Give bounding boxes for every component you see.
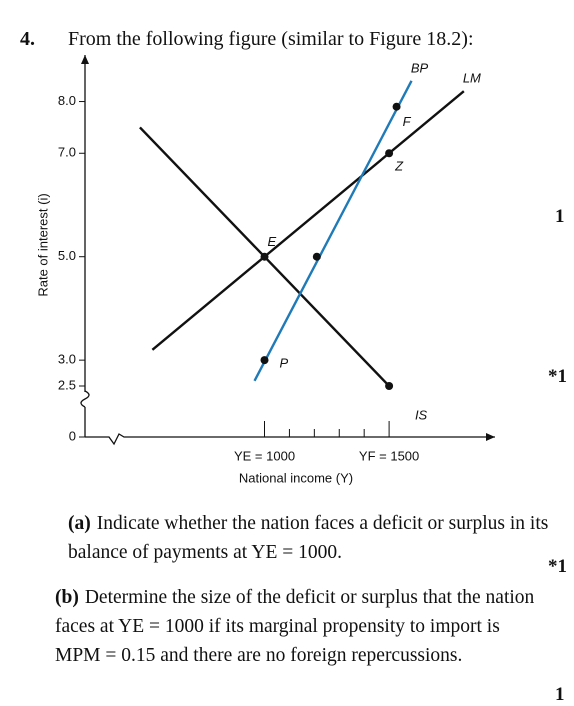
margin-mark: 1 [555, 684, 565, 705]
y-tick-label: 0 [69, 428, 76, 443]
part-text: Determine the size of the deficit or sur… [55, 587, 535, 666]
curve-label: LM [463, 71, 481, 86]
point-label: Z [394, 159, 404, 174]
y-tick-label: 3.0 [58, 352, 76, 367]
curve-label: BP [411, 60, 429, 75]
curve [253, 80, 413, 382]
x-axis-title: National income (Y) [239, 470, 353, 485]
x-axis-arrow [486, 433, 495, 441]
curve [151, 90, 465, 351]
part-b: (b) Determine the size of the deficit or … [55, 583, 541, 670]
part-label: (b) [55, 587, 79, 608]
y-axis-title: Rate of interest (i) [35, 193, 50, 296]
y-axis-break [80, 390, 90, 408]
point [260, 252, 269, 261]
point [312, 252, 321, 261]
part-a: (a) Indicate whether the nation faces a d… [68, 509, 554, 567]
y-tick-label: 7.0 [58, 145, 76, 160]
curve-label: IS [415, 407, 428, 422]
point [260, 356, 269, 365]
problem-number: 4. [20, 28, 35, 50]
problem-intro: From the following figure (similar to Fi… [68, 28, 474, 50]
point [385, 149, 394, 158]
margin-mark: 1 [555, 206, 565, 227]
point-label: P [280, 356, 289, 371]
point [385, 382, 394, 390]
y-axis-arrow [81, 55, 89, 64]
part-text: Indicate whether the nation faces a defi… [68, 513, 549, 563]
point [392, 102, 401, 111]
x-axis [85, 433, 495, 446]
y-tick-label: 2.5 [58, 377, 76, 392]
y-tick-label: 5.0 [58, 248, 76, 263]
margin-mark: *1 [548, 556, 567, 577]
x-tick-label: YF = 1500 [359, 448, 419, 463]
point-label: F [403, 114, 412, 129]
margin-mark: *1 [548, 366, 567, 387]
point-label: E [268, 234, 277, 249]
y-tick-label: 8.0 [58, 93, 76, 108]
x-tick-label: YE = 1000 [234, 448, 295, 463]
part-label: (a) [68, 513, 91, 534]
